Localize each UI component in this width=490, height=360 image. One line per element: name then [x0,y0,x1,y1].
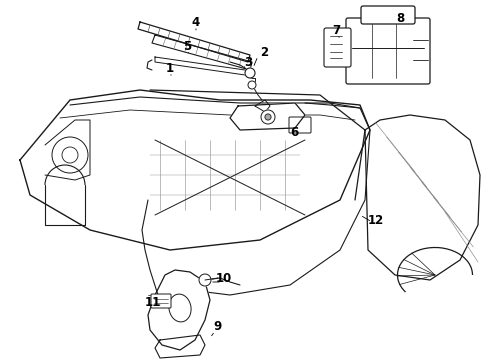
Polygon shape [148,270,210,350]
FancyBboxPatch shape [361,6,415,24]
Text: 10: 10 [216,271,232,284]
Text: 6: 6 [290,126,298,139]
Polygon shape [138,22,250,62]
Polygon shape [365,115,480,280]
Circle shape [52,137,88,173]
Text: 3: 3 [244,55,252,68]
Circle shape [261,110,275,124]
Circle shape [199,274,211,286]
Polygon shape [152,35,252,70]
Circle shape [245,68,255,78]
Circle shape [62,147,78,163]
Ellipse shape [169,294,191,322]
Polygon shape [155,335,205,358]
Text: 12: 12 [368,213,384,226]
FancyBboxPatch shape [324,28,351,67]
Text: 4: 4 [192,15,200,28]
Polygon shape [20,90,370,250]
Text: 1: 1 [166,62,174,75]
Text: 8: 8 [396,12,404,24]
Circle shape [265,114,271,120]
Text: 9: 9 [213,320,221,333]
Text: 11: 11 [145,296,161,309]
FancyBboxPatch shape [151,294,171,308]
FancyBboxPatch shape [346,18,430,84]
Polygon shape [155,57,252,76]
Text: 7: 7 [332,23,340,36]
Text: 5: 5 [183,40,191,53]
Polygon shape [230,103,305,130]
FancyBboxPatch shape [289,117,311,133]
Circle shape [248,81,256,89]
Text: 2: 2 [260,45,268,58]
